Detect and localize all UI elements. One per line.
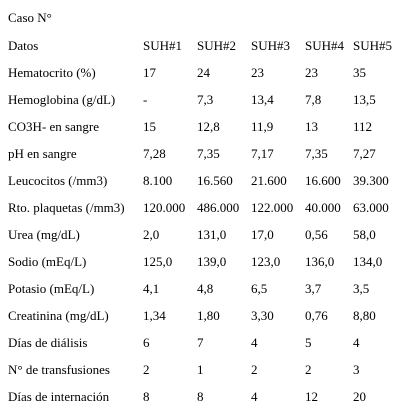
row-label: pH en sangre (8, 146, 77, 161)
cell-value: 7,35 (305, 146, 328, 161)
header-cell: SUH#3 (251, 38, 291, 53)
cell-value: 8 (143, 389, 150, 404)
row-label: CO3H- en sangre (8, 119, 99, 134)
row-label: Días de internación (8, 389, 110, 404)
cell-value: 20 (353, 389, 366, 404)
cell-value: 7,35 (197, 146, 220, 161)
cell-value: 0,56 (305, 227, 328, 242)
cell-value: 11,9 (251, 119, 274, 134)
cell-value: 1 (197, 362, 204, 377)
cell-value: 39.300 (353, 173, 389, 188)
row-label: Leucocitos (/mm3) (8, 173, 108, 188)
header-cell: SUH#5 (353, 38, 393, 53)
cell-value: 1,80 (197, 308, 220, 323)
row-label: Urea (mg/dL) (8, 227, 80, 242)
cell-value: 24 (197, 65, 210, 80)
cell-value: 7,3 (197, 92, 214, 107)
cell-value: 23 (251, 65, 264, 80)
cell-value: 1,34 (143, 308, 166, 323)
cell-value: 3,7 (305, 281, 322, 296)
header-cell: SUH#2 (197, 38, 237, 53)
header-label: Datos (8, 38, 39, 53)
cell-value: 4 (353, 335, 360, 350)
cell-value: 63.000 (353, 200, 389, 215)
cell-value: 112 (353, 119, 373, 134)
cell-value: 7,28 (143, 146, 166, 161)
cell-value: 125,0 (143, 254, 173, 269)
cell-value: 2 (251, 362, 258, 377)
cell-value: 15 (143, 119, 156, 134)
row-label: Sodio (mEq/L) (8, 254, 87, 269)
row-label: Hemoglobina (g/dL) (8, 92, 116, 107)
cell-value: 13,4 (251, 92, 274, 107)
cell-value: 6,5 (251, 281, 268, 296)
cell-value: 58,0 (353, 227, 376, 242)
cell-value: 131,0 (197, 227, 227, 242)
cell-value: 123,0 (251, 254, 281, 269)
cell-value: 17 (143, 65, 156, 80)
cell-value: 7,27 (353, 146, 376, 161)
cell-value: 4 (251, 389, 258, 404)
cell-value: 4,8 (197, 281, 214, 296)
cell-value: 13 (305, 119, 318, 134)
cell-value: 5 (305, 335, 312, 350)
cell-value: 0,76 (305, 308, 328, 323)
cell-value: 8 (197, 389, 204, 404)
row-label: Rto. plaquetas (/mm3) (8, 200, 125, 215)
cell-value: 16.600 (305, 173, 341, 188)
cell-value: 16.560 (197, 173, 233, 188)
cell-value: 2,0 (143, 227, 160, 242)
cell-value: 12 (305, 389, 318, 404)
header-cell: SUH#1 (143, 38, 183, 53)
row-label: Creatinina (mg/dL) (8, 308, 109, 323)
cell-value: 2 (305, 362, 312, 377)
cell-value: 3 (353, 362, 360, 377)
cell-value: 139,0 (197, 254, 227, 269)
cell-value: 134,0 (353, 254, 383, 269)
cell-value: 6 (143, 335, 150, 350)
caption: Caso N° (8, 10, 52, 25)
cell-value: 8,80 (353, 308, 376, 323)
cell-value: 17,0 (251, 227, 274, 242)
cell-value: 7,8 (305, 92, 322, 107)
row-label: Potasio (mEq/L) (8, 281, 95, 296)
cell-value: 12,8 (197, 119, 220, 134)
row-label: Hematocrito (%) (8, 65, 96, 80)
header-cell: SUH#4 (305, 38, 345, 53)
cell-value: 13,5 (353, 92, 376, 107)
cell-value: 122.000 (251, 200, 294, 215)
cell-value: 136,0 (305, 254, 335, 269)
cell-value: 23 (305, 65, 318, 80)
cell-value: 4 (251, 335, 258, 350)
cell-value: 486.000 (197, 200, 240, 215)
cell-value: 3,30 (251, 308, 274, 323)
cell-value: 7 (197, 335, 204, 350)
cell-value: 40.000 (305, 200, 341, 215)
row-label: N° de transfusiones (8, 362, 110, 377)
cell-value: 8.100 (143, 173, 173, 188)
cell-value: 7,17 (251, 146, 274, 161)
cell-value: - (143, 92, 148, 107)
cell-value: 4,1 (143, 281, 160, 296)
cell-value: 120.000 (143, 200, 186, 215)
row-label: Días de diálisis (8, 335, 88, 350)
cell-value: 2 (143, 362, 150, 377)
cell-value: 3,5 (353, 281, 370, 296)
cell-value: 35 (353, 65, 366, 80)
cell-value: 21.600 (251, 173, 287, 188)
